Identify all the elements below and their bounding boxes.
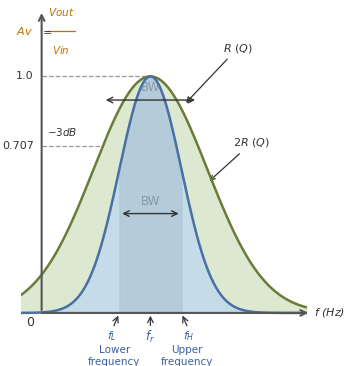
Text: BW: BW	[141, 81, 160, 94]
Text: $f_L$: $f_L$	[108, 329, 117, 343]
Text: $f$ (Hz): $f$ (Hz)	[313, 306, 345, 320]
Text: 0: 0	[26, 317, 34, 329]
Text: $f_H$: $f_H$	[183, 329, 194, 343]
Text: $2R$ $(Q)$: $2R$ $(Q)$	[210, 136, 270, 180]
Text: 1.0: 1.0	[16, 71, 34, 81]
Text: 0.707: 0.707	[2, 141, 34, 151]
Text: BW: BW	[141, 195, 160, 208]
Text: $Av$: $Av$	[16, 26, 33, 37]
Text: $-3dB$: $-3dB$	[47, 126, 77, 138]
Text: $f_r$: $f_r$	[145, 329, 155, 345]
Text: $R$ $(Q)$: $R$ $(Q)$	[187, 41, 253, 102]
Text: $=$: $=$	[40, 26, 53, 37]
Text: Upper
frequency: Upper frequency	[161, 345, 213, 366]
Text: $Vout$: $Vout$	[48, 7, 74, 18]
Text: $Vin$: $Vin$	[52, 44, 70, 56]
Text: Lower
frequency: Lower frequency	[88, 345, 140, 366]
